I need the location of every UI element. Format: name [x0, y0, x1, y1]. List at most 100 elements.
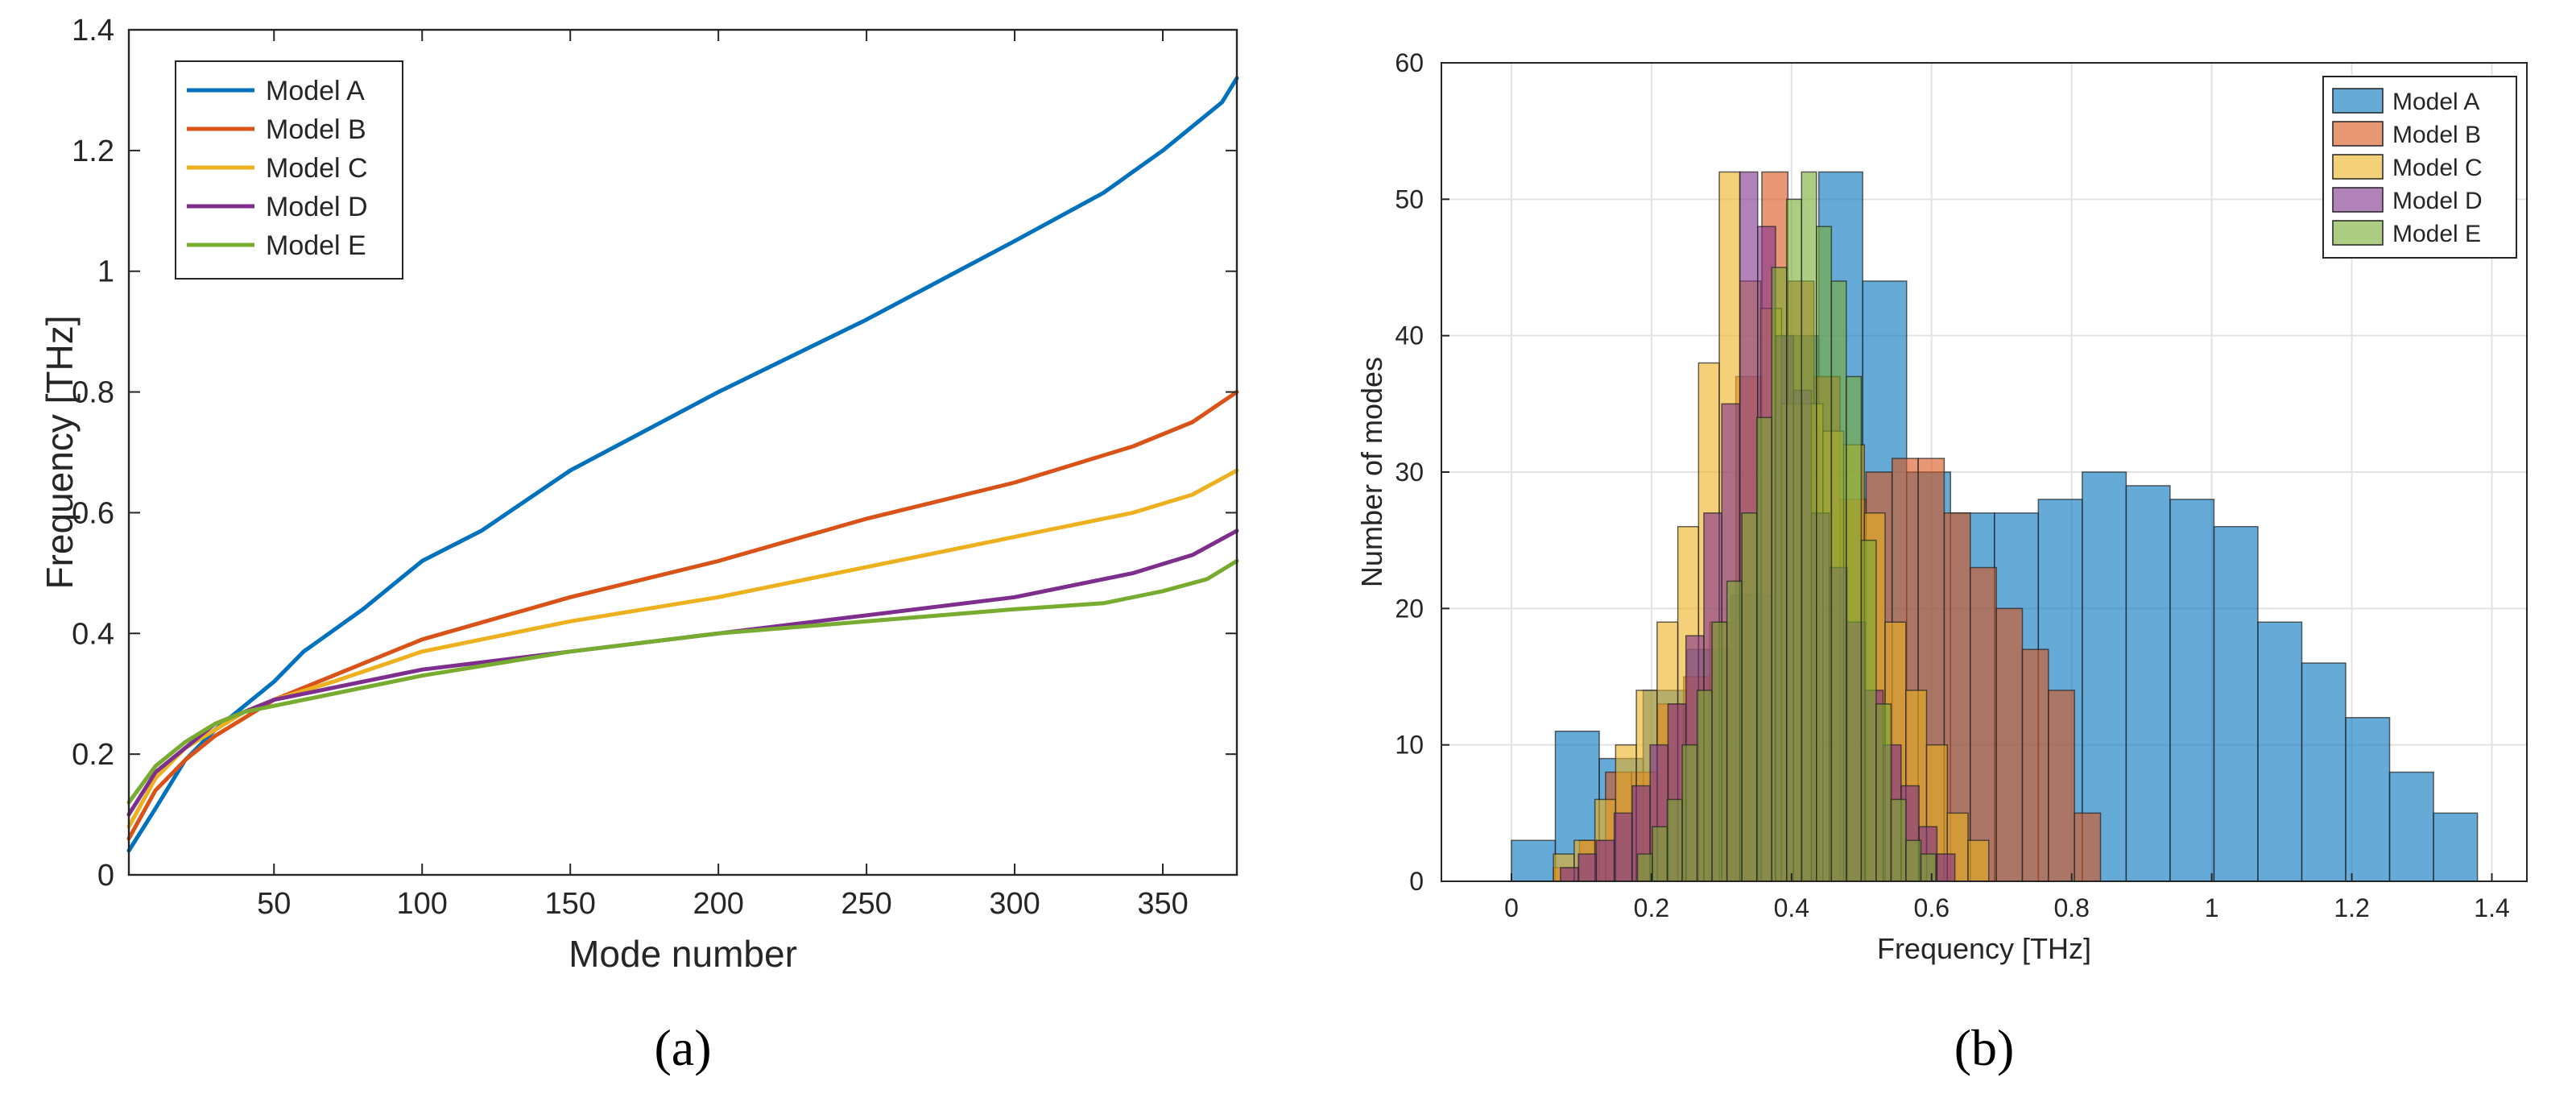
histogram-series-model-e: [1636, 171, 1937, 882]
legend-label: Model E: [2392, 221, 2481, 247]
histogram-bar: [1875, 703, 1892, 882]
legend-swatch: [2332, 88, 2384, 114]
legend-label: Model B: [266, 114, 366, 145]
y-tick-label: 0.6: [72, 496, 114, 530]
line-series-model-b: [126, 390, 1239, 841]
legend-label: Model C: [266, 153, 368, 184]
line-chart-y-axis-label: Frequency [THz]: [39, 316, 81, 590]
histogram-bar: [2125, 485, 2171, 882]
y-tick-label: 0.8: [72, 376, 114, 410]
histogram-ticks: 0 0.2 0.4 0.6 0.8 1 1.2 1.4 0 10 20 30 40 50 60: [1395, 48, 2509, 922]
y-tick-label: 60: [1395, 48, 1424, 77]
histogram-bar: [1816, 226, 1833, 882]
histogram-bar: [2433, 812, 2479, 882]
x-tick-label: 250: [841, 887, 891, 921]
line-series-model-e: [126, 558, 1239, 805]
x-tick-label: 0: [1504, 893, 1519, 922]
histogram-bar: [2257, 621, 2303, 882]
line-series-model-d: [126, 528, 1239, 817]
histogram-bar: [1967, 839, 1990, 882]
x-tick-label: 0.4: [1774, 893, 1809, 922]
y-tick-label: 40: [1395, 321, 1424, 350]
x-tick-label: 0.8: [2053, 893, 2089, 922]
x-tick-label: 350: [1137, 887, 1188, 921]
histogram-bar: [2082, 471, 2127, 882]
histogram-bar: [1995, 607, 2024, 882]
histogram-bar: [2345, 717, 2391, 882]
histogram-bar: [1936, 853, 1956, 882]
x-tick-label: 0.6: [1914, 893, 1950, 922]
histogram-bar: [1577, 853, 1598, 882]
histogram-bar: [1771, 267, 1788, 882]
legend-swatch: [2332, 154, 2384, 180]
y-tick-label: 10: [1395, 731, 1424, 760]
y-tick-label: 1.4: [72, 14, 114, 48]
x-tick-label: 100: [397, 887, 448, 921]
legend-label: Model B: [2392, 122, 2481, 148]
x-tick-label: 1.2: [2334, 893, 2369, 922]
panel-label-a: (a): [654, 1019, 711, 1076]
histogram-bar: [1511, 839, 1557, 882]
y-tick-label: 50: [1395, 184, 1424, 213]
line-chart-panel: 50 100 150 200 250 300 350 0 0.2 0.4 0.6 0.8 1 1.2 1.4…: [39, 14, 1239, 1076]
histogram-bar: [1666, 798, 1683, 882]
histogram-bar: [1860, 539, 1877, 882]
histogram-legend: Model A Model B Model C Model D Model E: [2322, 76, 2517, 259]
histogram-bar: [2213, 525, 2259, 882]
histogram-bar: [2048, 690, 2075, 882]
y-tick-label: 30: [1395, 458, 1424, 487]
histogram-bar: [1970, 566, 1997, 882]
x-tick-label: 150: [544, 887, 595, 921]
histogram-y-axis-label: Number of modes: [1355, 357, 1388, 587]
histogram-bar: [1920, 853, 1937, 882]
legend-label: Model D: [266, 192, 368, 222]
histogram-bar: [2388, 771, 2434, 882]
histogram-bar: [1890, 798, 1907, 882]
legend-label: Model C: [2392, 155, 2483, 181]
line-chart-legend: Model A Model B Model C Model D Model E: [175, 60, 403, 280]
histogram-bar: [2021, 648, 2049, 882]
line-chart-ticks: 50 100 150 200 250 300 350 0 0.2 0.4 0.6 0.8 1 1.2 1.4: [72, 14, 1237, 921]
histogram-bar: [1560, 867, 1579, 882]
histogram-bar: [1652, 826, 1668, 882]
histogram-bar: [2169, 499, 2215, 882]
histogram-bar: [1846, 375, 1863, 882]
legend-swatch: [2332, 121, 2384, 147]
line-chart-series-group: [126, 76, 1239, 853]
histogram-bar: [1613, 812, 1633, 882]
y-tick-label: 20: [1395, 594, 1424, 623]
histogram-bar: [1681, 744, 1698, 882]
y-tick-label: 1.2: [72, 135, 114, 168]
histogram-bar: [1801, 171, 1817, 882]
legend-label: Model A: [2392, 89, 2479, 115]
y-tick-label: 1: [97, 255, 114, 289]
x-tick-label: 200: [693, 887, 743, 921]
panel-label-b: (b): [1954, 1019, 2015, 1076]
histogram-x-axis-label: Frequency [THz]: [1877, 932, 2091, 965]
y-tick-label: 0: [1409, 867, 1424, 896]
legend-swatch: [2332, 220, 2384, 246]
y-tick-label: 0.2: [72, 738, 114, 772]
histogram-panel: 0 0.2 0.4 0.6 0.8 1 1.2 1.4 0 10 20 30 40 50 60 Freque…: [1355, 48, 2528, 1076]
legend-label: Model D: [2392, 188, 2483, 214]
line-chart-axes-box: [127, 28, 1238, 876]
histogram-bar: [1905, 839, 1922, 882]
legend-label: Model E: [266, 230, 366, 261]
histogram-bar: [1595, 839, 1615, 882]
y-tick-label: 0: [97, 859, 114, 893]
x-tick-label: 1: [2205, 893, 2219, 922]
legend-label: Model A: [266, 76, 365, 106]
histogram-bar: [1786, 198, 1803, 882]
histogram-bar: [2301, 662, 2347, 882]
histogram-bar: [1711, 621, 1728, 882]
histogram-bar: [1755, 416, 1772, 882]
legend-box: [175, 60, 403, 280]
x-tick-label: 0.2: [1634, 893, 1669, 922]
x-tick-label: 50: [257, 887, 291, 921]
x-tick-label: 300: [989, 887, 1040, 921]
x-tick-label: 1.4: [2474, 893, 2509, 922]
histogram-bar: [1830, 280, 1847, 882]
histogram-bar: [2074, 812, 2102, 882]
histogram-bar: [1636, 853, 1653, 882]
histogram-bar: [1696, 690, 1713, 882]
